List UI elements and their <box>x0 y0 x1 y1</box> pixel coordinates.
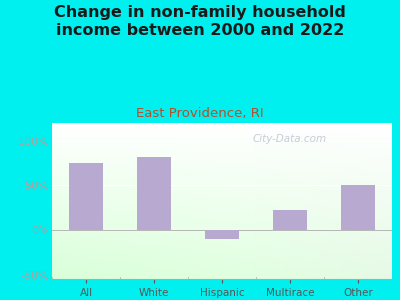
Bar <box>137 157 171 230</box>
Bar <box>273 210 307 230</box>
Text: City-Data.com: City-Data.com <box>253 134 327 144</box>
Text: East Providence, RI: East Providence, RI <box>136 106 264 119</box>
Bar <box>341 185 375 230</box>
Bar <box>69 163 103 230</box>
Text: Change in non-family household
income between 2000 and 2022: Change in non-family household income be… <box>54 4 346 38</box>
Bar <box>205 230 239 239</box>
